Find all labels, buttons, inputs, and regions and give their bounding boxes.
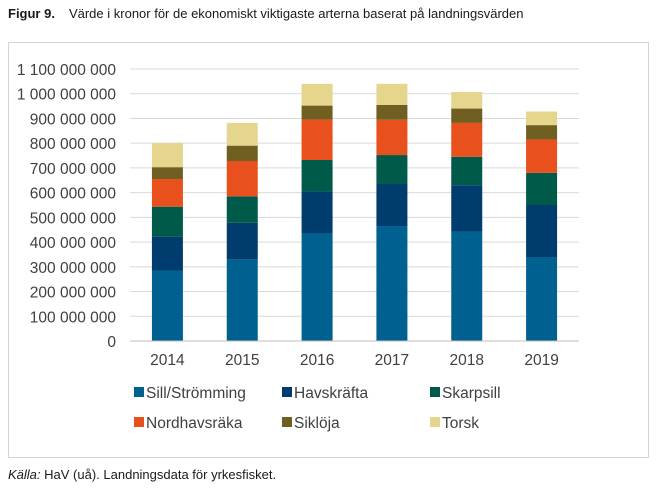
x-tick-label: 2014 [150, 352, 185, 369]
bar-segment [301, 105, 333, 120]
bar-segment [376, 226, 408, 341]
y-tick-label: 800 000 000 [30, 136, 117, 153]
bar-segment [301, 159, 333, 192]
bar-segment [526, 205, 558, 258]
bar-segment [451, 185, 483, 232]
x-tick-label: 2017 [375, 352, 409, 369]
y-tick-label: 700 000 000 [30, 161, 117, 178]
bar-segment [526, 111, 558, 126]
legend-label: Torsk [442, 415, 479, 432]
legend-label: Nordhavsräka [146, 415, 243, 432]
bar-segment [151, 206, 183, 237]
bar-segment [451, 122, 483, 157]
y-tick-label: 400 000 000 [30, 235, 117, 252]
bar-segment [526, 257, 558, 341]
legend-label: Sill/Strömming [146, 385, 246, 402]
chart-frame: 0 100 000 000 200 000 000 300 000 000 400 00… [8, 42, 649, 458]
bar-segment [526, 139, 558, 173]
bar-segment [451, 108, 483, 123]
legend-swatch [430, 387, 440, 397]
y-tick-label: 500 000 000 [30, 210, 117, 227]
bar-segment [151, 179, 183, 207]
figure-title: Värde i kronor för de ekonomiskt viktiga… [68, 6, 524, 21]
bar-segment [226, 222, 258, 260]
legend-swatch [430, 417, 440, 427]
legend-swatch [282, 417, 292, 427]
y-tick-label: 300 000 000 [30, 260, 117, 277]
bar-segment [301, 191, 333, 234]
legend-item: Havskräfta [282, 385, 368, 402]
y-tick-label: 0 [107, 334, 116, 351]
x-tick-label: 2016 [300, 352, 334, 369]
figure-number: Figur 9. [8, 6, 55, 21]
y-tick-label: 100 000 000 [30, 309, 117, 326]
bar-segment [226, 160, 258, 197]
bar-segment [451, 231, 483, 341]
bar-segment [301, 83, 333, 106]
legend-item: Nordhavsräka [134, 415, 243, 432]
bar-segment [151, 236, 183, 271]
legend-item: Torsk [430, 415, 479, 432]
bar-segment [376, 104, 408, 120]
bar-segment [376, 183, 408, 227]
legend-label: Siklöja [294, 415, 340, 432]
source-text: HaV (uå). Landningsdata för yrkesfisket. [44, 467, 277, 482]
y-tick-label: 900 000 000 [30, 111, 117, 128]
legend-label: Skarpsill [442, 385, 501, 402]
x-tick-label: 2015 [225, 352, 259, 369]
y-tick-label: 1 000 000 000 [17, 87, 117, 104]
legend-swatch [134, 387, 144, 397]
y-axis-tick-labels: 0 100 000 000 200 000 000 300 000 000 400 00… [17, 62, 117, 351]
bar-segment [451, 91, 483, 109]
bar-segment [376, 119, 408, 156]
x-axis-tick-labels: 2014 2015 2016 2017 2018 2019 [150, 352, 559, 369]
legend-item: Skarpsill [430, 385, 501, 402]
bar-segment [526, 125, 558, 140]
bars [151, 83, 558, 341]
y-tick-label: 1 100 000 000 [17, 62, 117, 79]
legend-item: Sill/Strömming [134, 385, 246, 402]
gridlines [130, 68, 579, 317]
x-tick-label: 2018 [450, 352, 484, 369]
x-tick-label: 2019 [524, 352, 558, 369]
y-tick-label: 600 000 000 [30, 186, 117, 203]
legend-item: Siklöja [282, 415, 340, 432]
bar-segment [526, 172, 558, 205]
stacked-bar-chart: 0 100 000 000 200 000 000 300 000 000 400 00… [17, 62, 579, 432]
bar-segment [376, 155, 408, 184]
figure-caption: Figur 9. Värde i kronor för de ekonomiskt… [8, 6, 523, 21]
legend-swatch [282, 387, 292, 397]
bar-segment [226, 259, 258, 341]
bar-segment [376, 83, 408, 105]
y-tick-label: 200 000 000 [30, 285, 117, 302]
bar-segment [226, 145, 258, 161]
source-note: Källa: HaV (uå). Landningsdata för yrkes… [8, 467, 276, 482]
bar-segment [226, 196, 258, 223]
bar-segment [151, 167, 183, 180]
bar-segment [451, 156, 483, 186]
bar-segment [226, 122, 258, 146]
source-label: Källa: [8, 467, 41, 482]
legend-label: Havskräfta [294, 385, 368, 402]
bar-segment [151, 143, 183, 168]
bar-segment [151, 270, 183, 341]
legend: Sill/Strömming Havskräfta Skarpsill Nordhav… [134, 385, 501, 432]
bar-segment [301, 119, 333, 160]
bar-segment [301, 233, 333, 341]
legend-swatch [134, 417, 144, 427]
